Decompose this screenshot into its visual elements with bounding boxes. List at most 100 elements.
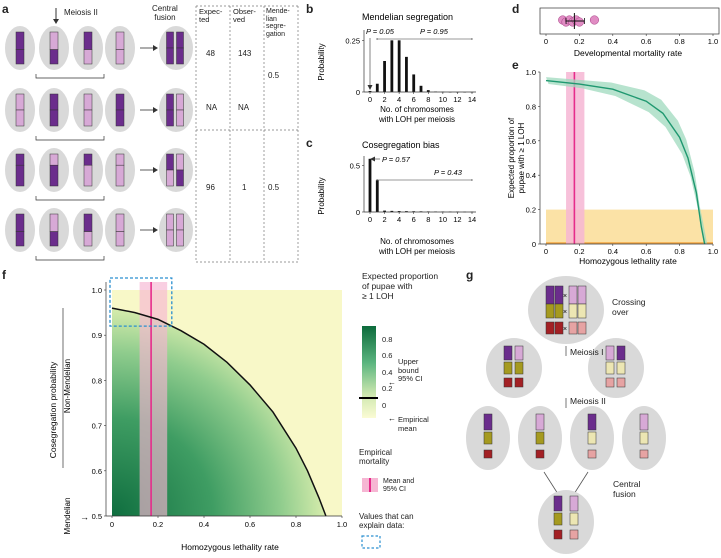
g-top-chrom-b — [554, 285, 564, 305]
chromatid-top — [115, 213, 125, 232]
panel-label-c: c — [306, 136, 313, 150]
g-top-chrom-d — [577, 303, 587, 319]
table-grid — [195, 5, 299, 263]
chromatid-bottom — [115, 231, 125, 247]
fused-chromatid-bottom — [176, 47, 184, 65]
row1-observed: 143 — [238, 49, 252, 58]
e-ytick-label-5: 1.0 — [526, 68, 536, 77]
chart-b-xlabel-1: No. of chromosomes — [380, 105, 454, 114]
panel-d-chart: 0 0.2 0.4 0.6 0.8 1.0 Developmental mortality… — [539, 7, 720, 58]
bar-c-0 — [368, 158, 372, 212]
chromatid-bottom — [49, 231, 59, 247]
panel-label-f: f — [2, 268, 6, 282]
f-ytick-label-0: 0.5 — [92, 512, 102, 521]
chromatid-bottom — [115, 49, 125, 65]
g-mi-chrom — [616, 361, 626, 375]
bar-b-8 — [426, 90, 430, 92]
fused-chromatid-top — [176, 93, 184, 111]
d-point-6 — [589, 15, 599, 25]
panel-a-diagram — [5, 5, 299, 263]
d-xtick-label-5: 1.0 — [708, 37, 718, 46]
f-xtick-label-5: 1.0 — [337, 520, 347, 529]
fused-ellipse — [159, 208, 193, 252]
g-mi-chrom — [605, 345, 615, 361]
xtick-label-c-1: 2 — [382, 215, 386, 224]
row2-expected: NA — [206, 103, 218, 112]
xtick-label-c-7: 14 — [468, 215, 476, 224]
g-mii-chrom — [587, 431, 597, 445]
chromatid-top — [83, 213, 93, 232]
f-xtick-label-0: 0 — [110, 520, 114, 529]
chromatid-top — [83, 31, 93, 50]
d-xtick-label-4: 0.8 — [674, 37, 684, 46]
bar-c-2 — [383, 210, 386, 212]
chromatid-bottom — [83, 164, 93, 187]
bar-b-6 — [412, 74, 416, 92]
legend-upper-bound-label: Upper bound 95% CI — [398, 357, 423, 384]
chart-b-xlabel-2: with LOH per meiosis — [378, 115, 455, 124]
chart-c-annot-2: P = 0.43 — [434, 168, 463, 177]
g-cross-mark: × — [563, 309, 567, 316]
g-fused-chrom-b — [569, 529, 579, 540]
pair-bracket — [35, 136, 105, 141]
chart-f-xlabel: Homozygous lethality rate — [181, 542, 279, 552]
svg-text:←: ← — [388, 378, 396, 387]
d-xtick-label-0: 0 — [544, 37, 548, 46]
bar-b-3 — [390, 40, 394, 92]
fusion-arrowhead — [153, 45, 158, 51]
fused-chromatid-bottom — [166, 109, 174, 127]
fusion-arrowhead — [153, 107, 158, 113]
chromatid-top — [15, 31, 25, 50]
fused-chromatid-top — [166, 153, 174, 171]
e-expected-line — [545, 79, 706, 245]
xtick-label-b-4: 8 — [426, 95, 430, 104]
ytick-label-c-1: 0.5 — [350, 161, 360, 170]
c-p057-arrowhead — [370, 156, 375, 162]
legend-mortality-item: Mean and 95% CI — [383, 478, 415, 494]
fused-chromatid-top — [166, 31, 174, 49]
chromatid-top — [83, 93, 93, 111]
bar-c-5 — [405, 211, 408, 212]
e-xtick-label-0: 0 — [544, 247, 548, 256]
chart-c-title: Cosegregation bias — [362, 140, 440, 150]
g-mii-chrom — [535, 431, 545, 445]
legend-values-label: Values that can explain data: — [359, 512, 414, 531]
g-mii-chrom — [639, 449, 649, 459]
e-ytick-label-1: 0.2 — [526, 206, 536, 215]
chart-d-xlabel: Developmental mortality rate — [574, 48, 682, 58]
crossing-over-label: Crossing over — [612, 297, 646, 317]
xtick-label-c-3: 6 — [412, 215, 416, 224]
chromatid-bottom — [115, 164, 125, 187]
chart-c-xlabel-1: No. of chromosomes — [380, 237, 454, 246]
chromatid-bottom — [49, 49, 59, 65]
xtick-label-b-2: 4 — [397, 95, 401, 104]
fused-chromatid-bottom — [166, 47, 174, 65]
g-top-chrom-c — [568, 285, 578, 305]
row2-observed: NA — [238, 103, 250, 112]
legend-arrows: ← ← — [388, 378, 396, 423]
g-mi-chrom — [503, 345, 513, 361]
panel-label-b: b — [306, 2, 314, 16]
row3-expected: 96 — [206, 183, 215, 192]
chromatid-top — [83, 153, 93, 166]
chromatid-bottom — [15, 164, 25, 187]
g-fused-chrom-a — [553, 529, 563, 540]
panel-e-chart: 0 0.2 0.4 0.6 0.8 1.0 0 0.2 0.4 0.6 0.8 1.0 Homozyg… — [507, 68, 718, 266]
xtick-label-c-4: 8 — [426, 215, 430, 224]
chart-f-side-nonmendelian: Non-Mendelian — [63, 359, 72, 413]
g-mi-chrom — [605, 361, 615, 375]
g-mii-chrom — [639, 431, 649, 445]
row3-mendelian: 0.5 — [268, 183, 280, 192]
panel-f-chart: 0 0.2 0.4 0.6 0.8 1.0 0.5 0.6 0.7 0.8 0.9 1.0 Homoz… — [48, 277, 381, 552]
svg-text:←: ← — [388, 414, 396, 423]
ytick-label-b-1: 0.25 — [345, 36, 360, 45]
g-fused-chrom-b — [569, 512, 579, 526]
bar-c-1 — [375, 180, 379, 212]
g-top-chrom-a — [545, 285, 555, 305]
g-top-chrom-c — [568, 303, 578, 319]
row1-expected: 48 — [206, 49, 215, 58]
panel-label-e: e — [512, 58, 519, 72]
f-mortality-band — [139, 282, 168, 516]
fused-chromatid-top — [176, 31, 184, 49]
